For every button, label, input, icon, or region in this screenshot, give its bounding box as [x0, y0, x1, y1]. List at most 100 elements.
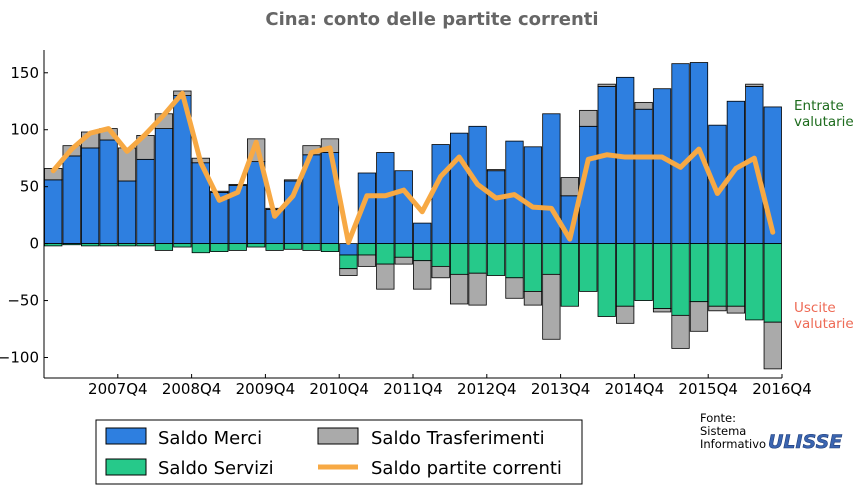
bar-saldo-servizi-2013Q2 [505, 243, 524, 279]
bar-saldo-servizi-2011Q4 [394, 243, 413, 258]
x-tick-label: 2007Q4 [88, 380, 148, 398]
x-tick-label: 2011Q4 [383, 380, 443, 398]
x-tick-label: 2016Q4 [752, 380, 812, 398]
bar-saldo-trasferimenti-2009Q2 [210, 190, 229, 193]
bar-saldo-trasferimenti-2016Q1 [708, 305, 727, 312]
bar-saldo-trasferimenti-2016Q2 [726, 305, 746, 314]
bar-saldo-trasferimenti-2013Q1 [486, 169, 506, 172]
x-tick-label: 2010Q4 [309, 380, 369, 398]
legend-swatch-saldo-merci [105, 427, 147, 445]
ulisse-logo: ULISSE [768, 431, 842, 453]
bar-saldo-servizi-2010Q2 [283, 243, 303, 250]
legend-label-saldo-partite-correnti: Saldo partite correnti [371, 458, 562, 479]
bar-saldo-merci-2015Q3 [671, 63, 690, 245]
bar-saldo-trasferimenti-2014Q2 [579, 109, 598, 127]
bar-saldo-merci-2013Q3 [523, 146, 543, 245]
annotation-entrate-line1: Entrate [794, 98, 844, 114]
bar-saldo-servizi-2012Q2 [431, 243, 450, 267]
bar-saldo-merci-2015Q2 [652, 88, 672, 245]
bar-saldo-merci-2007Q3 [81, 147, 100, 245]
bar-saldo-trasferimenti-2011Q2 [357, 254, 376, 267]
y-tick-label: −100 [0, 349, 39, 367]
plot-area [44, 62, 782, 370]
bar-saldo-merci-2012Q2 [431, 144, 450, 245]
x-tick-label: 2014Q4 [605, 380, 665, 398]
x-tick-label: 2009Q4 [236, 380, 296, 398]
bar-saldo-servizi-2013Q4 [542, 243, 561, 275]
bar-saldo-trasferimenti-2012Q4 [468, 272, 487, 306]
bar-saldo-servizi-2008Q1 [117, 243, 137, 247]
bar-saldo-merci-2011Q4 [394, 170, 413, 245]
bar-saldo-trasferimenti-2015Q3 [671, 314, 690, 349]
x-tick-label: 2008Q4 [162, 380, 222, 398]
bar-saldo-trasferimenti-2012Q3 [449, 273, 469, 305]
bar-saldo-servizi-2008Q4 [173, 243, 192, 248]
y-axis: 150 100 50 0 −50 −100 [0, 50, 48, 378]
annotation-uscite: Uscite valutarie [794, 300, 854, 332]
bar-saldo-servizi-2012Q1 [413, 243, 432, 262]
bar-saldo-merci-2015Q1 [634, 108, 653, 245]
bar-saldo-servizi-2014Q1 [560, 243, 579, 307]
bar-saldo-servizi-2009Q4 [247, 243, 266, 248]
bar-saldo-servizi-2014Q3 [597, 243, 616, 317]
bar-saldo-merci-2011Q1 [339, 243, 358, 256]
bar-saldo-merci-2014Q4 [616, 76, 635, 245]
bar-saldo-servizi-2010Q1 [265, 243, 284, 251]
y-tick-label: 50 [20, 178, 39, 196]
bar-saldo-servizi-2010Q3 [302, 243, 321, 251]
bar-saldo-servizi-2009Q2 [210, 243, 229, 252]
bar-saldo-merci-2012Q3 [449, 132, 469, 245]
source-note: Fonte: Sistema Informativo ULISSE [700, 411, 843, 453]
bar-saldo-trasferimenti-2015Q4 [689, 301, 709, 332]
bar-saldo-servizi-2015Q3 [671, 243, 690, 316]
bar-saldo-trasferimenti-2012Q2 [431, 265, 450, 279]
bar-saldo-merci-2007Q2 [62, 155, 81, 245]
x-tick-label: 2015Q4 [678, 380, 738, 398]
y-tick-label: 150 [10, 64, 39, 82]
bar-saldo-trasferimenti-2013Q2 [505, 277, 524, 299]
bar-saldo-servizi-2007Q4 [99, 243, 118, 247]
bar-saldo-merci-2008Q1 [117, 180, 137, 245]
bar-saldo-servizi-2016Q3 [745, 243, 764, 321]
annotation-uscite-line1: Uscite [794, 300, 836, 316]
bar-saldo-servizi-2011Q3 [376, 243, 395, 265]
legend-label-saldo-servizi: Saldo Servizi [158, 458, 274, 479]
bar-saldo-trasferimenti-2013Q3 [523, 291, 543, 306]
y-tick-label: 100 [10, 121, 39, 139]
legend: Saldo Merci Saldo Servizi Saldo Trasferi… [95, 419, 583, 485]
bar-saldo-servizi-2009Q1 [191, 243, 210, 254]
chart-title: Cina: conto delle partite correnti [265, 9, 598, 30]
bar-saldo-trasferimenti-2015Q1 [634, 101, 653, 110]
bar-saldo-servizi-2011Q1 [339, 254, 358, 270]
bar-saldo-servizi-2016Q2 [726, 243, 746, 307]
bar-saldo-servizi-2007Q3 [81, 243, 100, 247]
bar-saldo-servizi-2014Q4 [616, 243, 635, 307]
bar-saldo-trasferimenti-2015Q2 [652, 308, 672, 313]
bar-saldo-merci-2007Q4 [99, 139, 118, 245]
bar-saldo-servizi-2013Q1 [486, 243, 506, 276]
bar-saldo-merci-2013Q1 [486, 170, 506, 245]
x-tick-label: 2013Q4 [531, 380, 591, 398]
x-axis: 2007Q4 2008Q4 2009Q4 2010Q4 2011Q4 2012Q4 2013… [44, 374, 812, 398]
legend-swatch-saldo-servizi [105, 458, 147, 476]
bar-saldo-trasferimenti-2012Q1 [413, 260, 432, 290]
y-tick-label: 0 [29, 235, 39, 253]
legend-label-saldo-trasferimenti: Saldo Trasferimenti [371, 428, 545, 449]
legend-label-saldo-merci: Saldo Merci [158, 428, 262, 449]
source-line-2: Sistema [700, 424, 746, 438]
line-saldo-partite-correnti [50, 90, 776, 245]
legend-swatch-saldo-trasferimenti [317, 427, 359, 445]
bar-saldo-servizi-2008Q3 [154, 243, 174, 251]
bar-saldo-trasferimenti-2016Q3 [745, 83, 764, 87]
bar-saldo-servizi-2014Q2 [579, 243, 598, 292]
bar-saldo-merci-2008Q2 [136, 158, 155, 245]
annotation-entrate: Entrate valutarie [794, 98, 854, 130]
bar-saldo-merci-2013Q4 [542, 113, 561, 245]
bar-saldo-trasferimenti-2013Q4 [542, 273, 561, 340]
x-tick-label: 2012Q4 [457, 380, 517, 398]
bar-saldo-servizi-2015Q4 [689, 243, 709, 303]
bar-saldo-merci-2007Q1 [44, 179, 63, 245]
bar-saldo-servizi-2016Q1 [708, 243, 727, 307]
bar-saldo-servizi-2015Q2 [652, 243, 672, 309]
